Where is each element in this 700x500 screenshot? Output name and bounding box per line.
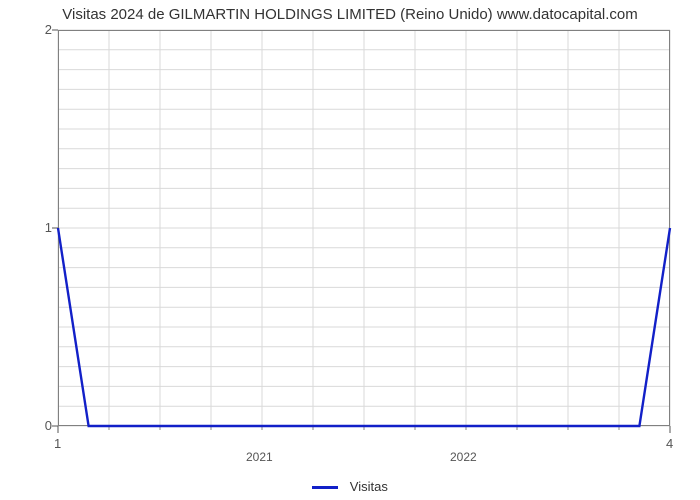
x-tick-label-right: 4: [666, 436, 673, 451]
legend-swatch: [312, 486, 338, 489]
chart-legend: Visitas: [0, 479, 700, 494]
y-tick-label-2: 2: [34, 22, 52, 37]
y-tick-label-0: 0: [34, 418, 52, 433]
x-category-label-2021: 2021: [246, 450, 273, 464]
chart-title: Visitas 2024 de GILMARTIN HOLDINGS LIMIT…: [0, 6, 700, 23]
legend-label: Visitas: [350, 479, 388, 494]
y-tick-label-1: 1: [34, 220, 52, 235]
x-tick-label-left: 1: [54, 436, 61, 451]
x-category-label-2022: 2022: [450, 450, 477, 464]
chart-plot: [58, 30, 670, 426]
